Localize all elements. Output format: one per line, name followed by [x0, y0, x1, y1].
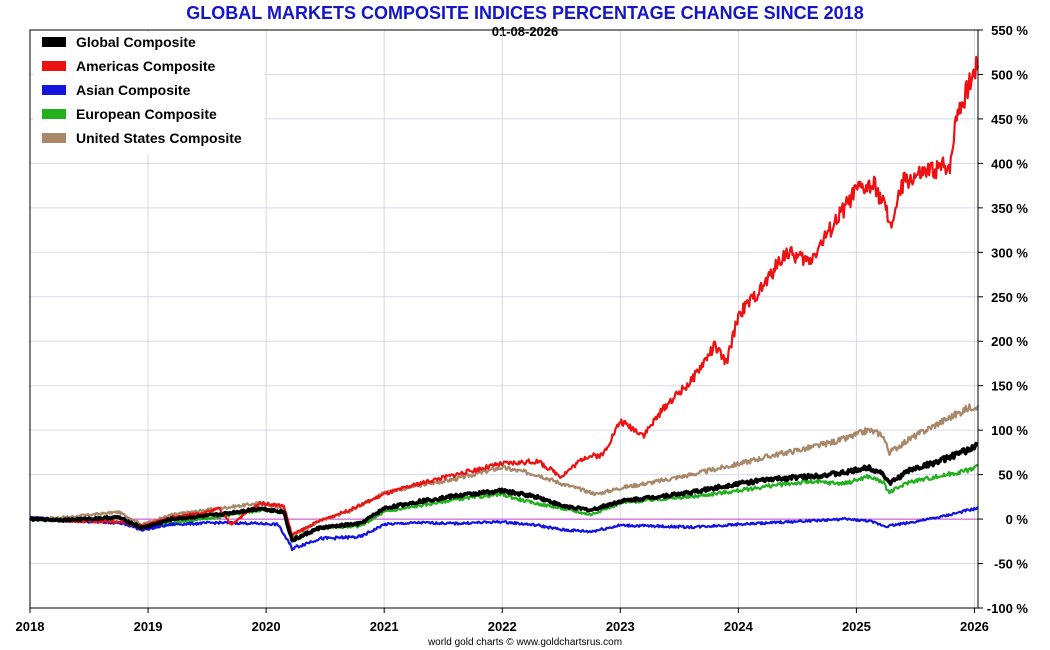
series-line [29, 55, 980, 536]
chart-title: GLOBAL MARKETS COMPOSITE INDICES PERCENT… [186, 3, 864, 23]
legend[interactable]: Global Composite Americas Composite Asian … [34, 32, 264, 154]
x-tick-label: 2026 [960, 619, 989, 634]
y-tick-label: 200 % [991, 334, 1028, 349]
x-tick-label: 2022 [488, 619, 517, 634]
legend-label[interactable]: Global Composite [76, 34, 196, 50]
x-tick-label: 2021 [370, 619, 399, 634]
y-tick-label: 150 % [991, 379, 1028, 394]
x-tick-label: 2020 [252, 619, 281, 634]
y-tick-label: -50 % [994, 557, 1028, 572]
legend-label[interactable]: European Composite [76, 106, 217, 122]
legend-background [34, 32, 264, 154]
x-tick-label: 2019 [134, 619, 163, 634]
series-line [29, 441, 979, 543]
y-tick-label: 100 % [991, 423, 1028, 438]
y-tick-label: 550 % [991, 23, 1028, 38]
y-tick-label: -100 % [987, 601, 1029, 616]
legend-swatch [42, 133, 66, 143]
legend-label[interactable]: Asian Composite [76, 82, 191, 98]
chart-credit: world gold charts © www.goldchartsrus.co… [427, 637, 623, 648]
y-tick-label: 400 % [991, 156, 1028, 171]
plot-frame [29, 29, 979, 609]
legend-swatch [42, 37, 66, 47]
y-tick-label: 300 % [991, 245, 1028, 260]
x-tick-label: 2018 [16, 619, 45, 634]
x-axis: 2018 2019 2020 2021 2022 2023 2024 2025 2026 [16, 608, 989, 634]
y-tick-label: 500 % [991, 67, 1028, 82]
x-tick-label: 2025 [842, 619, 871, 634]
legend-swatch [42, 109, 66, 119]
series-layer [29, 55, 980, 552]
legend-label[interactable]: United States Composite [76, 130, 242, 146]
legend-swatch [42, 61, 66, 71]
series-line [29, 403, 980, 539]
y-tick-label: 450 % [991, 112, 1028, 127]
y-tick-label: 350 % [991, 201, 1028, 216]
x-tick-label: 2024 [724, 619, 754, 634]
series-line [29, 463, 979, 544]
y-axis: -100 % -50 % 0 % 50 % 100 % 150 % 200 % 250 % 30… [978, 23, 1028, 616]
x-tick-label: 2023 [606, 619, 635, 634]
chart-date: 01-08-2026 [491, 24, 559, 39]
series-line [29, 506, 979, 552]
legend-label[interactable]: Americas Composite [76, 58, 215, 74]
y-tick-label: 50 % [998, 468, 1028, 483]
legend-swatch [42, 85, 66, 95]
y-tick-label: 0 % [1006, 512, 1029, 527]
y-tick-label: 250 % [991, 290, 1028, 305]
